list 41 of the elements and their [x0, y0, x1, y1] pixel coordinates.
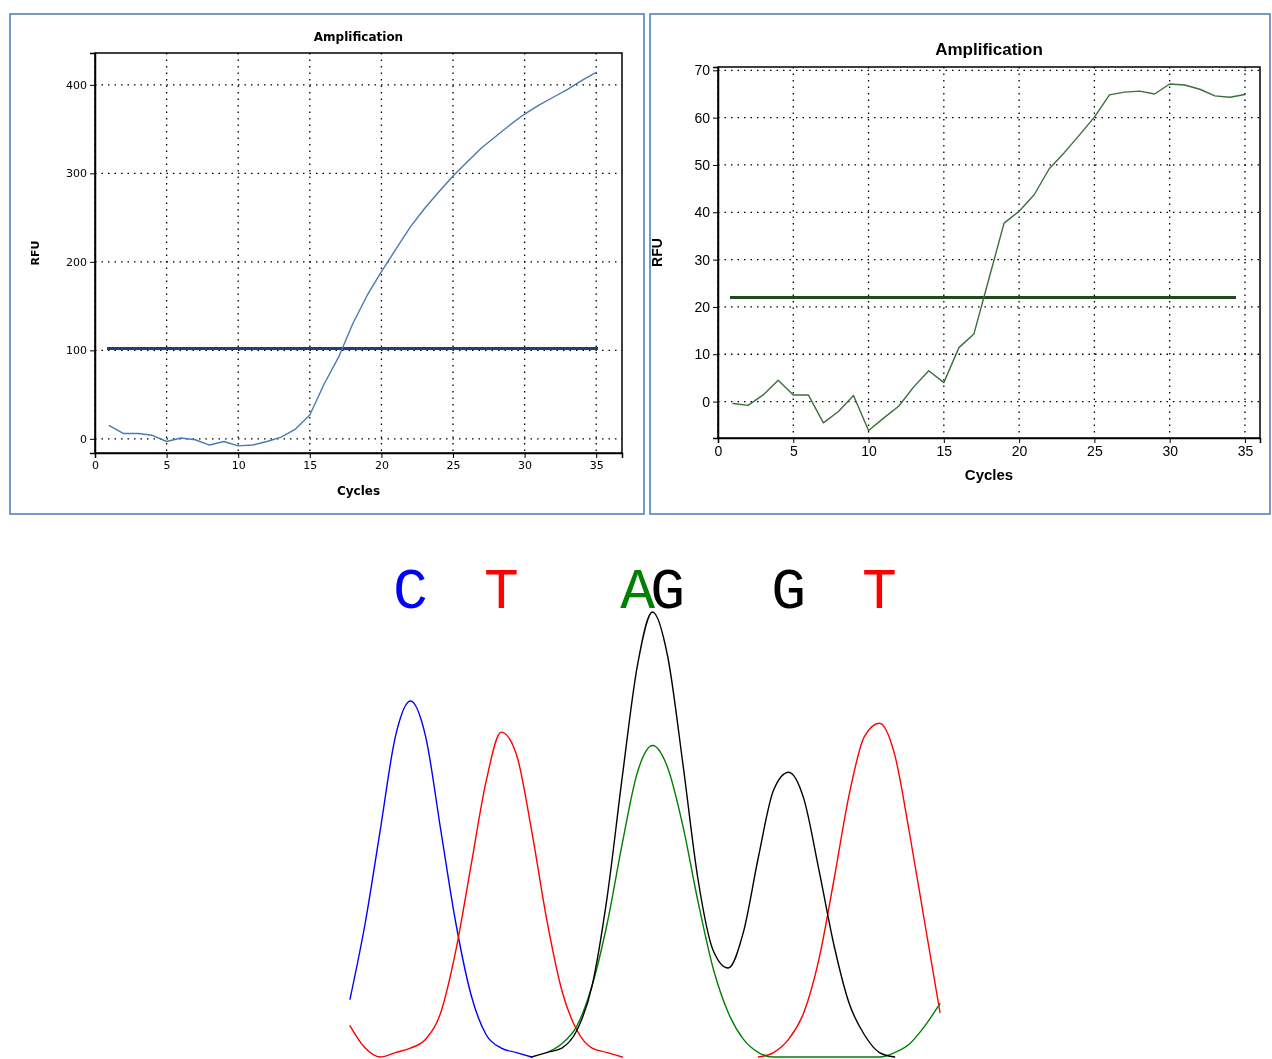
x-tick-label: 10: [231, 458, 246, 472]
y-tick-label: 100: [66, 344, 87, 358]
y-tick-label: 200: [66, 255, 87, 269]
line-series: [732, 83, 1246, 432]
x-tick-label: 5: [163, 458, 171, 472]
y-tick-label: 0: [702, 393, 711, 410]
y-tick-label: 40: [694, 204, 711, 221]
line-series: [108, 71, 597, 447]
x-tick-label: 0: [714, 442, 723, 459]
y-tick-label: 50: [694, 156, 711, 173]
y-tick-label: 70: [694, 62, 711, 79]
x-tick-label: 30: [1162, 442, 1179, 459]
x-tick-label: 35: [589, 458, 604, 472]
y-axis-title: RFU: [649, 238, 665, 267]
x-axis-title: Cycles: [336, 484, 381, 498]
y-tick-label: 10: [694, 346, 711, 363]
y-tick-label: 60: [694, 109, 711, 126]
x-tick-label: 20: [1011, 442, 1028, 459]
annotation: T: [483, 560, 519, 625]
y-tick-label: 300: [66, 167, 87, 181]
x-axis-title: Cycles: [964, 466, 1014, 483]
x-tick-label: 15: [303, 458, 318, 472]
x-tick-label: 25: [446, 458, 461, 472]
x-tick-label: 10: [861, 442, 878, 459]
y-tick-label: 400: [66, 78, 87, 92]
x-tick-label: 20: [374, 458, 389, 472]
chart-title: Amplification: [313, 30, 404, 44]
chart-title: Amplification: [935, 40, 1043, 59]
x-tick-label: 25: [1087, 442, 1103, 459]
annotation: G: [771, 560, 807, 625]
x-tick-label: 5: [789, 442, 798, 459]
x-tick-label: 30: [518, 458, 533, 472]
y-tick-label: 20: [694, 298, 711, 315]
annotation: T: [862, 560, 897, 625]
x-tick-label: 0: [92, 458, 99, 472]
annotation: C: [393, 560, 428, 625]
x-tick-label: 15: [936, 442, 953, 459]
x-tick-label: 35: [1237, 442, 1254, 459]
y-tick-label: 30: [694, 251, 711, 268]
y-tick-label: 0: [80, 432, 87, 446]
y-axis-title: RFU: [29, 240, 42, 266]
